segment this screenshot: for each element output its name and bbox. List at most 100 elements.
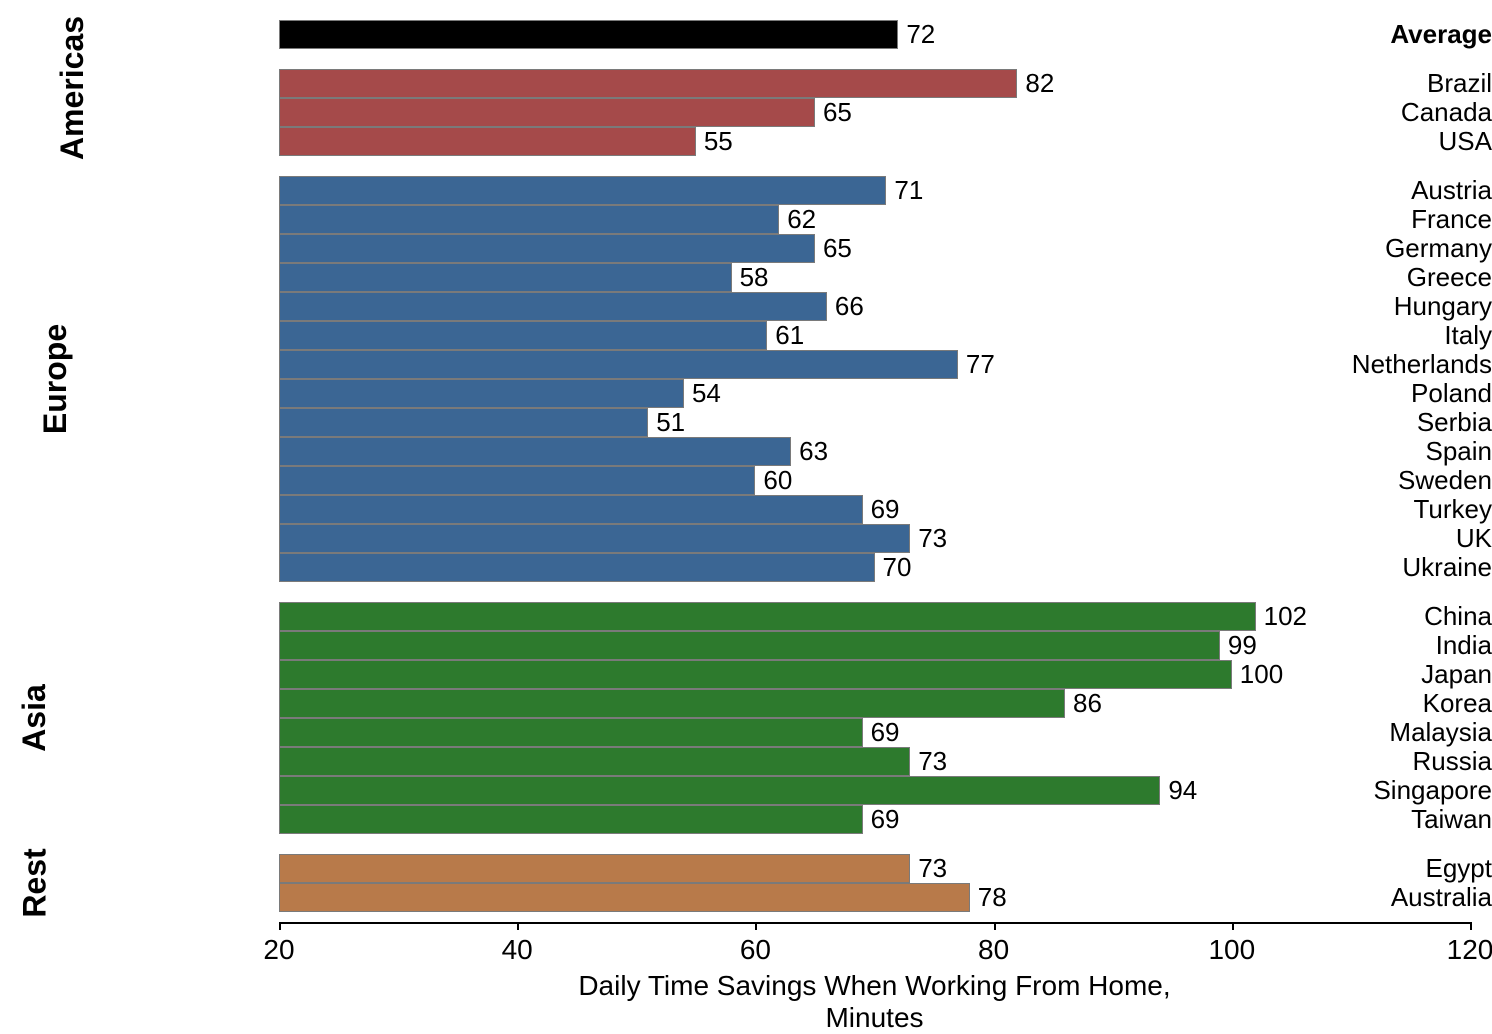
value-label: 72 — [906, 20, 935, 49]
row-label: India — [1227, 631, 1492, 660]
value-label: 70 — [883, 553, 912, 582]
value-label: 54 — [692, 379, 721, 408]
row-label: Malaysia — [1227, 718, 1492, 747]
x-tick-label: 100 — [1208, 934, 1255, 966]
row-label: Serbia — [1227, 408, 1492, 437]
bar — [279, 805, 863, 834]
region-label-rest: Rest — [0, 854, 62, 912]
value-label: 61 — [775, 321, 804, 350]
bar — [279, 553, 875, 582]
value-label: 65 — [823, 98, 852, 127]
bar — [279, 234, 815, 263]
row-label: Taiwan — [1227, 805, 1492, 834]
value-label: 55 — [704, 127, 733, 156]
row-label: Turkey — [1227, 495, 1492, 524]
value-label: 71 — [894, 176, 923, 205]
row-label: Singapore — [1227, 776, 1492, 805]
value-label: 60 — [763, 466, 792, 495]
row-label: Australia — [1227, 883, 1492, 912]
value-label: 102 — [1264, 602, 1307, 631]
bar — [279, 263, 732, 292]
x-tick — [517, 922, 519, 930]
bar — [279, 854, 910, 883]
row-label: Russia — [1227, 747, 1492, 776]
row-label: USA — [1227, 127, 1492, 156]
row-label: Greece — [1227, 263, 1492, 292]
bar — [279, 20, 898, 49]
value-label: 73 — [918, 747, 947, 776]
row-label: Poland — [1227, 379, 1492, 408]
value-label: 69 — [871, 718, 900, 747]
value-label: 73 — [918, 854, 947, 883]
x-tick-label: 80 — [978, 934, 1009, 966]
bar — [279, 321, 767, 350]
bar — [279, 176, 886, 205]
x-tick — [279, 922, 281, 930]
bar — [279, 466, 755, 495]
bar — [279, 883, 970, 912]
x-axis-line — [279, 922, 1470, 924]
x-tick — [994, 922, 996, 930]
row-label: France — [1227, 205, 1492, 234]
time-savings-bar-chart: Average72Brazil82Canada65USA55AmericasAu… — [0, 0, 1492, 1007]
region-label-asia: Asia — [0, 602, 62, 834]
value-label: 69 — [871, 805, 900, 834]
row-label: Germany — [1227, 234, 1492, 263]
value-label: 73 — [918, 524, 947, 553]
value-label: 94 — [1168, 776, 1197, 805]
row-label: Ukraine — [1227, 553, 1492, 582]
value-label: 63 — [799, 437, 828, 466]
row-label: Brazil — [1227, 69, 1492, 98]
row-label: Italy — [1227, 321, 1492, 350]
row-label: Netherlands — [1227, 350, 1492, 379]
bar — [279, 718, 863, 747]
bar — [279, 69, 1017, 98]
bar — [279, 631, 1220, 660]
bar — [279, 495, 863, 524]
row-label: Spain — [1227, 437, 1492, 466]
value-label: 77 — [966, 350, 995, 379]
row-label: UK — [1227, 524, 1492, 553]
value-label: 62 — [787, 205, 816, 234]
bar — [279, 350, 958, 379]
bar — [279, 602, 1256, 631]
bar — [279, 776, 1160, 805]
row-label: Sweden — [1227, 466, 1492, 495]
region-label-americas: Americas — [0, 20, 62, 156]
bar — [279, 408, 648, 437]
bar — [279, 747, 910, 776]
x-tick-label: 120 — [1447, 934, 1492, 966]
bar — [279, 379, 684, 408]
value-label: 65 — [823, 234, 852, 263]
region-label-europe: Europe — [0, 176, 62, 582]
x-tick-label: 60 — [740, 934, 771, 966]
value-label: 82 — [1025, 69, 1054, 98]
value-label: 100 — [1240, 660, 1283, 689]
value-label: 69 — [871, 495, 900, 524]
value-label: 58 — [740, 263, 769, 292]
bar — [279, 127, 696, 156]
row-label: Egypt — [1227, 854, 1492, 883]
bar — [279, 437, 791, 466]
bar — [279, 205, 779, 234]
bar — [279, 524, 910, 553]
row-label: Average — [1227, 20, 1492, 49]
bar — [279, 660, 1232, 689]
value-label: 66 — [835, 292, 864, 321]
value-label: 99 — [1228, 631, 1257, 660]
value-label: 51 — [656, 408, 685, 437]
x-axis-title: Daily Time Savings When Working From Hom… — [566, 970, 1184, 1034]
bar — [279, 98, 815, 127]
bar — [279, 292, 827, 321]
x-tick — [755, 922, 757, 930]
row-label: Austria — [1227, 176, 1492, 205]
value-label: 86 — [1073, 689, 1102, 718]
bar — [279, 689, 1065, 718]
value-label: 78 — [978, 883, 1007, 912]
x-tick — [1470, 922, 1472, 930]
x-tick — [1232, 922, 1234, 930]
x-tick-label: 40 — [502, 934, 533, 966]
row-label: Hungary — [1227, 292, 1492, 321]
x-tick-label: 20 — [263, 934, 294, 966]
row-label: Korea — [1227, 689, 1492, 718]
